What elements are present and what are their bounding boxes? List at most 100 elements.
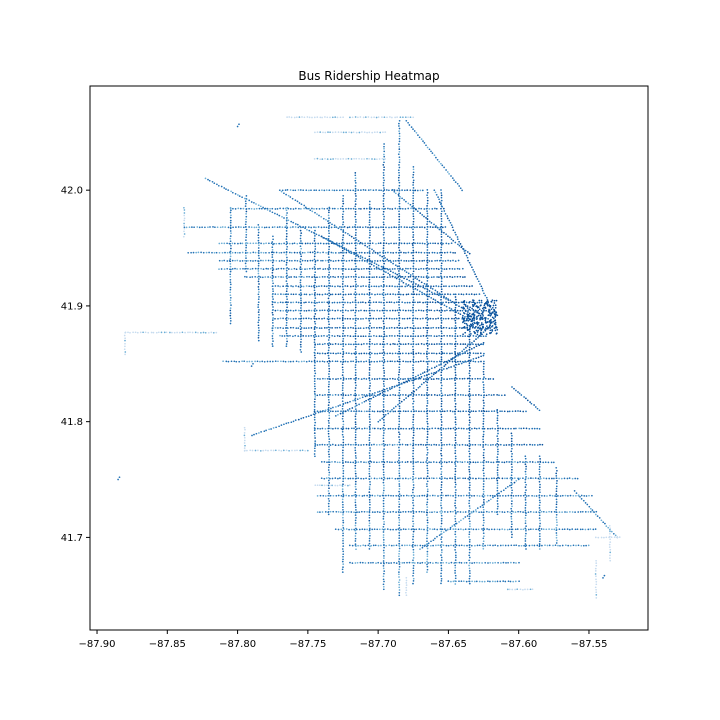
data-point [398, 386, 401, 389]
data-point [222, 360, 224, 363]
data-point [319, 443, 321, 446]
data-point [287, 360, 290, 363]
data-point [554, 495, 556, 497]
data-point [383, 304, 386, 307]
data-point [440, 569, 443, 572]
data-point [398, 140, 401, 143]
data-point [344, 285, 347, 287]
data-point [354, 379, 357, 382]
data-point [395, 251, 398, 254]
data-point [426, 407, 428, 410]
data-point [465, 494, 468, 497]
data-point [354, 182, 357, 184]
data-point [340, 444, 342, 446]
data-point [368, 475, 371, 478]
data-point [271, 311, 274, 314]
data-point [382, 197, 385, 200]
data-point [271, 303, 274, 306]
data-point [447, 427, 450, 430]
data-point [342, 200, 344, 202]
data-point [345, 510, 348, 513]
data-point [406, 461, 409, 463]
data-point [245, 228, 248, 231]
data-point [466, 377, 469, 380]
data-point [382, 440, 385, 442]
data-point [327, 284, 330, 287]
data-point [285, 309, 288, 311]
data-point [327, 505, 330, 508]
data-point [204, 226, 206, 229]
data-point [257, 249, 260, 252]
data-point [440, 413, 443, 416]
data-point [482, 488, 485, 491]
data-point [400, 251, 402, 254]
data-point [342, 291, 344, 293]
data-point [345, 427, 348, 430]
data-point [564, 494, 567, 497]
data-point [358, 410, 360, 412]
data-point [368, 252, 371, 255]
data-point [426, 490, 429, 493]
data-point [299, 328, 302, 331]
data-point [453, 268, 456, 270]
data-point [333, 317, 336, 320]
data-point [412, 358, 415, 361]
data-point [482, 407, 485, 410]
data-point [510, 476, 513, 479]
data-point [401, 327, 404, 329]
data-point [462, 276, 464, 278]
data-point [404, 208, 407, 210]
data-point [354, 327, 357, 330]
data-point [520, 528, 522, 531]
data-point [480, 309, 483, 312]
data-point [207, 226, 209, 229]
data-point [313, 447, 316, 450]
data-point [392, 528, 394, 531]
data-point [322, 217, 325, 220]
data-point [412, 257, 415, 260]
data-point [355, 517, 357, 519]
data-point [426, 196, 429, 199]
data-point [340, 228, 342, 231]
data-point [524, 540, 527, 542]
data-point [482, 425, 485, 428]
data-point [258, 309, 260, 311]
data-point [426, 558, 429, 561]
data-point [314, 398, 316, 401]
data-point [382, 429, 385, 432]
data-point [349, 189, 352, 192]
data-point [354, 366, 357, 369]
data-point [412, 241, 415, 244]
data-point [341, 548, 344, 550]
data-point [482, 483, 485, 485]
data-point [455, 285, 458, 288]
data-point [423, 259, 426, 262]
data-point [519, 477, 521, 480]
data-point [430, 309, 433, 312]
data-point [360, 189, 362, 191]
data-point [323, 360, 326, 363]
data-point [254, 259, 257, 262]
data-point [398, 457, 401, 459]
data-point [468, 580, 471, 583]
data-point [473, 494, 476, 497]
data-point [382, 497, 385, 500]
data-point [236, 259, 239, 262]
data-point [412, 502, 414, 504]
data-point [525, 410, 527, 413]
data-point [368, 434, 371, 437]
data-point [457, 528, 460, 531]
data-point [398, 257, 400, 260]
data-point [384, 427, 386, 430]
data-point [344, 268, 347, 270]
data-point [469, 394, 472, 397]
data-point [305, 189, 308, 192]
data-point [467, 394, 470, 396]
data-point [416, 562, 419, 564]
data-point [454, 483, 457, 486]
data-point [357, 189, 360, 191]
data-point [241, 360, 243, 363]
data-point [368, 288, 371, 291]
data-point [527, 494, 530, 497]
data-point [454, 332, 457, 335]
